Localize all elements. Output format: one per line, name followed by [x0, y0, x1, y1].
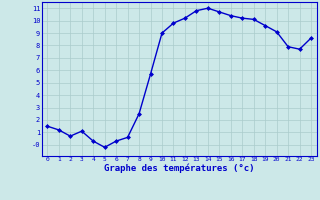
X-axis label: Graphe des températures (°c): Graphe des températures (°c) [104, 164, 254, 173]
